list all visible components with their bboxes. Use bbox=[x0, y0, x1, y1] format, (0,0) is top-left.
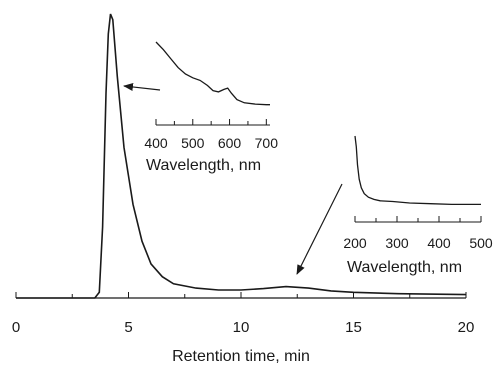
x-tick-label: 0 bbox=[12, 319, 20, 336]
x-tick-label: 10 bbox=[233, 319, 250, 336]
x-tick-label: 200 bbox=[343, 235, 367, 251]
inset2-x-axis-label: Wavelength, nm bbox=[347, 259, 462, 276]
inset1-x-axis-ticks bbox=[155, 119, 267, 125]
annotation-arrow-peak-2 bbox=[296, 183, 343, 275]
main-chart: 0 5 10 15 20 Retention time, min bbox=[12, 13, 475, 365]
inset2-spectrum-line bbox=[354, 135, 481, 206]
x-tick-label: 5 bbox=[124, 319, 132, 336]
x-tick-label: 300 bbox=[385, 235, 409, 251]
inset1-x-axis-label: Wavelength, nm bbox=[146, 157, 261, 174]
x-tick-label: 400 bbox=[427, 235, 451, 251]
x-axis-tick-labels: 0 5 10 15 20 bbox=[12, 319, 475, 336]
annotation-arrow-peak-1 bbox=[123, 83, 161, 91]
x-axis-label: Retention time, min bbox=[172, 348, 310, 365]
x-tick-label: 600 bbox=[218, 135, 242, 151]
x-tick-label: 500 bbox=[469, 235, 493, 251]
inset-spectrum-2: 200 300 400 500 Wavelength, nm bbox=[343, 135, 493, 276]
inset-spectrum-1: 400 500 600 700 Wavelength, nm bbox=[144, 41, 278, 174]
x-tick-label: 500 bbox=[181, 135, 205, 151]
x-tick-label: 20 bbox=[458, 319, 475, 336]
chromatogram-line bbox=[16, 13, 467, 299]
x-tick-label: 400 bbox=[144, 135, 168, 151]
inset1-x-axis-tick-labels: 400 500 600 700 bbox=[144, 135, 278, 151]
x-tick-label: 700 bbox=[255, 135, 279, 151]
inset2-x-axis-tick-labels: 200 300 400 500 bbox=[343, 235, 493, 251]
x-axis-ticks bbox=[15, 292, 467, 298]
inset2-x-axis-ticks bbox=[354, 216, 482, 222]
x-tick-label: 15 bbox=[345, 319, 362, 336]
inset1-spectrum-line bbox=[155, 41, 270, 106]
